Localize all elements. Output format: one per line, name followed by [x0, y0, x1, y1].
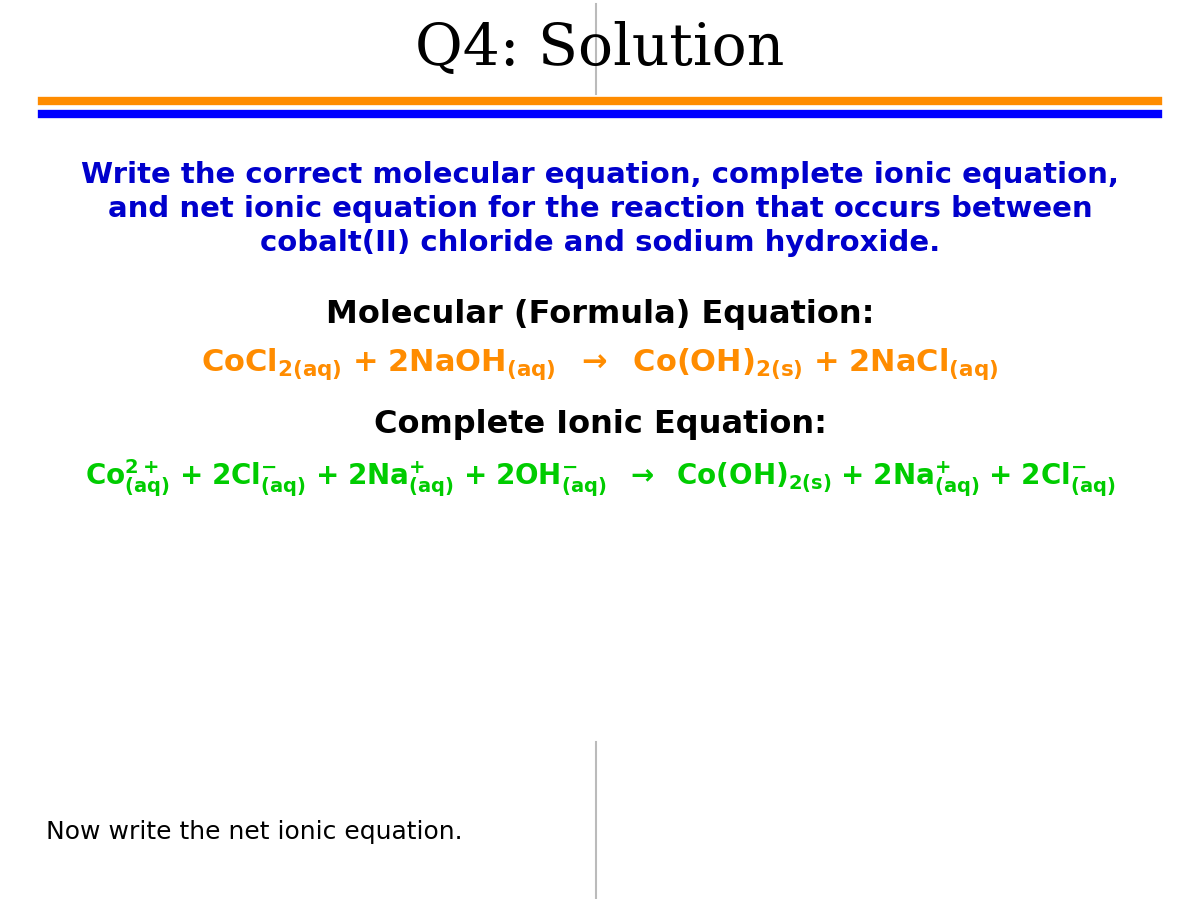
Text: and net ionic equation for the reaction that occurs between: and net ionic equation for the reaction …: [108, 194, 1092, 223]
Text: Q4: Solution: Q4: Solution: [415, 22, 785, 77]
Text: cobalt(II) chloride and sodium hydroxide.: cobalt(II) chloride and sodium hydroxide…: [260, 228, 940, 257]
Text: Molecular (Formula) Equation:: Molecular (Formula) Equation:: [325, 299, 875, 330]
Text: Complete Ionic Equation:: Complete Ionic Equation:: [373, 409, 827, 440]
Text: Write the correct molecular equation, complete ionic equation,: Write the correct molecular equation, co…: [82, 161, 1120, 190]
Text: $\mathbf{Co^{2+}_{\mathbf{(aq)}}}$ $\mathbf{+}$ $\mathbf{2Cl^{-}_{\mathbf{(aq)}}: $\mathbf{Co^{2+}_{\mathbf{(aq)}}}$ $\mat…: [85, 458, 1115, 499]
Text: Now write the net ionic equation.: Now write the net ionic equation.: [46, 820, 462, 843]
Text: $\mathbf{CoCl_{\mathbf{2(aq)}}}$ $\mathbf{+}$ $\mathbf{2NaOH_{\mathbf{(aq)}}}$  : $\mathbf{CoCl_{\mathbf{2(aq)}}}$ $\mathb…: [202, 346, 998, 382]
